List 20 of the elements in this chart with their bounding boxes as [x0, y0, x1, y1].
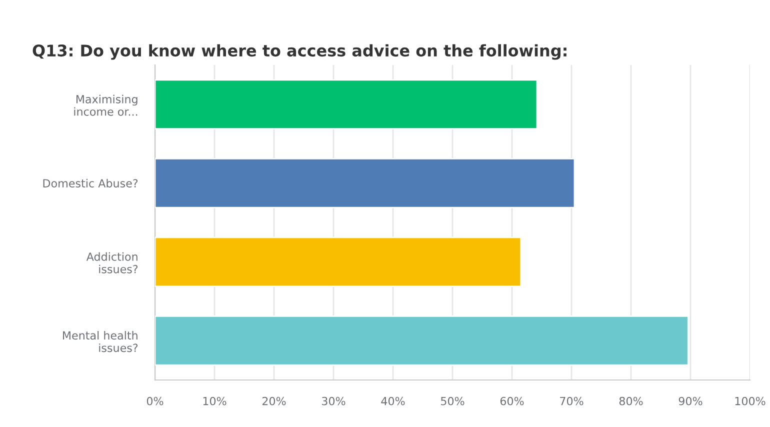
x-tick-label: 10%	[203, 396, 226, 406]
bar	[155, 158, 576, 208]
y-tick-label: Maximising income or...	[74, 94, 138, 116]
chart-title: Q13: Do you know where to access advice on the following:	[32, 44, 566, 60]
x-tick-label: 60%	[500, 396, 524, 406]
bar	[155, 316, 689, 366]
x-tick-label: 30%	[322, 396, 346, 406]
x-tick-label: 20%	[262, 396, 286, 406]
bar	[155, 79, 538, 130]
x-tick-label: 50%	[441, 396, 464, 406]
x-tick-label: 90%	[678, 396, 702, 406]
x-tick-label: 70%	[560, 396, 584, 406]
bar	[155, 236, 522, 287]
y-tick-label: Domestic Abuse?	[43, 178, 138, 188]
x-tick-label: 100%	[735, 396, 766, 406]
y-tick-label: Mental health issues?	[63, 331, 138, 352]
x-tick-label: 0%	[146, 396, 164, 406]
y-tick-label: Addiction issues?	[86, 252, 138, 274]
x-tick-label: 80%	[619, 396, 643, 406]
x-tick-label: 40%	[381, 396, 405, 406]
